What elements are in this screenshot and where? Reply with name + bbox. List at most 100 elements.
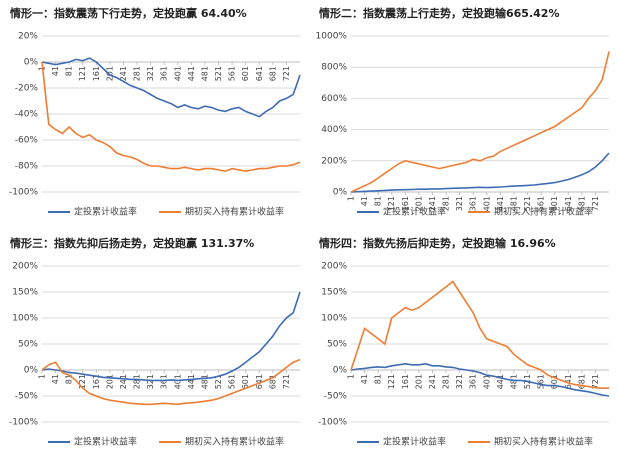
y-tick-label: -40% — [15, 110, 39, 120]
chart-title: 情形一：指数震荡下行走势，定投跑赢 64.40% — [10, 6, 247, 20]
y-tick-label: 100% — [12, 314, 38, 324]
x-tick-label: 81 — [374, 196, 383, 206]
x-tick-label: 41 — [360, 374, 369, 384]
y-tick-label: 600% — [321, 94, 347, 104]
y-tick-label: 100% — [321, 314, 347, 324]
x-tick-label: 161 — [401, 196, 410, 211]
chart-title: 情形二：指数震荡上行走势，定投跑输665.42% — [319, 6, 559, 20]
x-tick-label: 1 — [38, 374, 47, 379]
y-tick-label: 0% — [333, 366, 348, 376]
legend-label: 期初买入持有累计收益率 — [494, 206, 593, 218]
x-tick-label: 521 — [523, 196, 532, 211]
y-tick-label: -20% — [15, 84, 39, 94]
y-tick-label: 150% — [12, 288, 38, 298]
x-tick-label: 601 — [241, 374, 250, 389]
x-tick-label: 281 — [133, 66, 142, 81]
x-tick-label: 401 — [482, 196, 491, 211]
y-tick-label: -100% — [9, 188, 38, 198]
x-tick-label: 401 — [482, 374, 491, 389]
y-tick-label: 0% — [24, 58, 39, 68]
legend-label: 期初买入持有累计收益率 — [494, 436, 593, 448]
x-tick-label: 321 — [455, 374, 464, 389]
x-tick-label: 561 — [228, 66, 237, 81]
x-tick-label: 121 — [387, 374, 396, 389]
x-tick-label: 601 — [550, 196, 559, 211]
x-tick-label: 81 — [374, 374, 383, 384]
series-line — [41, 358, 301, 406]
x-tick-label: 201 — [414, 196, 423, 211]
legend-label: 定投累计收益率 — [383, 436, 446, 448]
x-tick-label: 681 — [268, 66, 277, 81]
y-tick-label: 50% — [18, 340, 38, 350]
y-tick-label: 0% — [24, 366, 39, 376]
legend-label: 期初买入持有累计收益率 — [185, 436, 284, 448]
x-tick-label: 361 — [160, 374, 169, 389]
x-tick-label: 681 — [577, 196, 586, 211]
legend-label: 定投累计收益率 — [383, 206, 446, 218]
x-tick-label: 721 — [591, 374, 600, 389]
x-tick-label: 121 — [78, 66, 87, 81]
chart-title: 情形四：指数先扬后抑走势，定投跑输 16.96% — [319, 236, 556, 250]
x-tick-label: 721 — [282, 374, 291, 389]
x-tick-label: 161 — [401, 374, 410, 389]
y-tick-label: -50% — [15, 392, 39, 402]
y-tick-label: 1000% — [316, 32, 348, 42]
series-line — [350, 51, 610, 193]
x-tick-label: 201 — [105, 66, 114, 81]
x-tick-label: 561 — [228, 374, 237, 389]
x-tick-label: 81 — [65, 66, 74, 76]
x-tick-label: 41 — [51, 66, 60, 76]
chart-title: 情形三：指数先抑后扬走势，定投跑赢 131.37% — [10, 236, 254, 250]
x-tick-label: 521 — [214, 66, 223, 81]
x-tick-label: 41 — [360, 196, 369, 206]
y-tick-label: 200% — [321, 156, 347, 166]
series-line — [350, 362, 610, 397]
x-tick-label: 441 — [187, 374, 196, 389]
x-tick-label: 281 — [442, 196, 451, 211]
x-tick-label: 241 — [428, 196, 437, 211]
x-tick-label: 41 — [51, 374, 60, 384]
x-tick-label: 601 — [241, 66, 250, 81]
x-tick-label: 641 — [564, 374, 573, 389]
x-tick-label: 641 — [255, 66, 264, 81]
x-tick-label: 321 — [455, 196, 464, 211]
y-tick-label: 200% — [12, 262, 38, 272]
x-tick-label: 161 — [92, 66, 101, 81]
x-tick-label: 481 — [200, 66, 209, 81]
y-tick-label: 800% — [321, 63, 347, 73]
x-tick-label: 441 — [496, 374, 505, 389]
x-tick-label: 321 — [146, 66, 155, 81]
x-tick-label: 441 — [496, 196, 505, 211]
x-tick-label: 361 — [469, 374, 478, 389]
x-tick-label: 481 — [509, 374, 518, 389]
x-tick-label: 361 — [469, 196, 478, 211]
x-tick-label: 481 — [509, 196, 518, 211]
y-tick-label: -50% — [324, 392, 348, 402]
x-tick-label: 681 — [577, 374, 586, 389]
y-tick-label: -60% — [15, 136, 39, 146]
x-tick-label: 361 — [160, 66, 169, 81]
legend-label: 定投累计收益率 — [74, 436, 137, 448]
y-tick-label: 200% — [321, 262, 347, 272]
x-tick-label: 401 — [173, 66, 182, 81]
x-tick-label: 601 — [550, 374, 559, 389]
x-tick-label: 201 — [105, 374, 114, 389]
y-tick-label: 0% — [333, 188, 348, 198]
x-tick-label: 281 — [442, 374, 451, 389]
series-line — [41, 291, 301, 382]
x-tick-label: 81 — [65, 374, 74, 384]
x-tick-label: 321 — [146, 374, 155, 389]
x-tick-label: 481 — [200, 374, 209, 389]
y-tick-label: 150% — [321, 288, 347, 298]
series-line — [350, 280, 609, 389]
x-tick-label: 641 — [255, 374, 264, 389]
x-tick-label: 721 — [591, 196, 600, 211]
y-tick-label: -80% — [15, 162, 39, 172]
x-tick-label: 121 — [78, 374, 87, 389]
x-tick-label: 521 — [214, 374, 223, 389]
x-tick-label: 121 — [387, 196, 396, 211]
x-tick-label: 161 — [92, 374, 101, 389]
x-tick-label: 241 — [428, 374, 437, 389]
